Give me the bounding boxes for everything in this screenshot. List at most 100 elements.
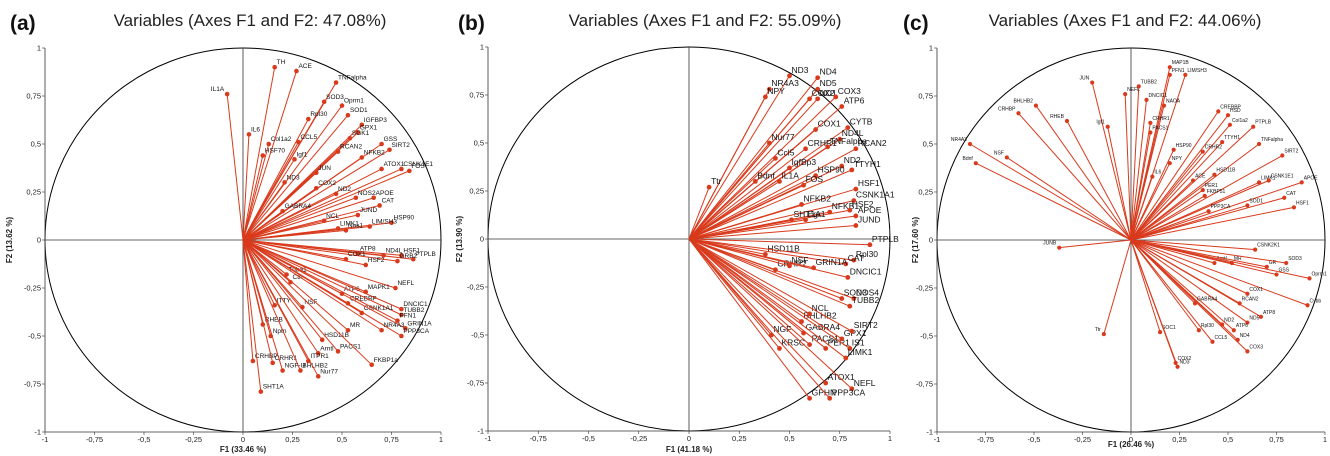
- y-tick-label: -0,5: [28, 332, 41, 341]
- loading-point: [833, 94, 839, 100]
- loading-vector: [1130, 210, 1209, 241]
- variable-label: NFKB2: [364, 149, 385, 156]
- loading-vector: [1130, 197, 1285, 241]
- variable-label: Arntl: [320, 345, 334, 352]
- loading-vector: [242, 239, 274, 363]
- loading-point: [1148, 130, 1153, 135]
- panel-label: (c): [903, 12, 929, 35]
- variable-label: FKBP51: [1207, 189, 1226, 195]
- loading-point: [270, 360, 276, 366]
- loading-vector: [242, 239, 406, 329]
- loading-vector: [1130, 239, 1196, 304]
- loading-vector: [688, 238, 853, 332]
- loading-point: [1175, 364, 1180, 369]
- loading-vector: [688, 77, 819, 240]
- chart-title: Variables (Axes F1 and F2: 47.08%): [114, 11, 387, 30]
- variable-label: IGFBP3: [364, 117, 388, 124]
- loading-vector: [1130, 180, 1269, 241]
- loading-vector: [1130, 174, 1215, 241]
- x-tick-label: -0,75: [530, 434, 547, 443]
- variable-label: NPY: [767, 86, 785, 96]
- x-tick-label: 0,25: [732, 434, 747, 443]
- y-axis-label: F2 (13.62 %): [5, 217, 14, 264]
- variable-label: BHLHB2: [804, 311, 837, 321]
- loading-vector: [1130, 151, 1204, 241]
- loading-point: [847, 346, 853, 351]
- x-tick-label: 0: [241, 435, 245, 444]
- variable-label: ND4L: [842, 128, 864, 138]
- loading-vector: [975, 162, 1132, 241]
- loading-point: [815, 96, 821, 102]
- loading-point: [849, 167, 855, 173]
- loading-vector: [242, 170, 410, 241]
- loading-point: [823, 346, 829, 351]
- loading-vector: [688, 157, 776, 240]
- variable-label: HSD11B: [324, 332, 349, 339]
- loading-vector: [242, 239, 323, 341]
- loading-vector: [242, 239, 402, 337]
- x-tick-label: 0,5: [337, 435, 347, 444]
- variable-label: HSF1: [1296, 200, 1309, 206]
- loading-vector: [1130, 86, 1140, 241]
- loading-vector: [1130, 239, 1161, 333]
- variable-label: DNCIC1: [850, 266, 882, 276]
- loading-vector: [242, 197, 374, 241]
- x-tick-label: -0,25: [1074, 435, 1091, 444]
- loading-vector: [242, 168, 402, 241]
- loading-point: [1258, 314, 1264, 319]
- loading-point: [1206, 209, 1211, 214]
- variable-label: FOS: [411, 163, 425, 170]
- loading-point: [1057, 245, 1062, 250]
- x-tick-label: 0,5: [784, 434, 794, 443]
- loading-vector: [1066, 120, 1132, 241]
- x-tick-label: -1: [934, 435, 941, 444]
- variable-label: ATOX1: [828, 372, 855, 382]
- loading-point: [853, 186, 859, 192]
- variable-label: ITTY: [277, 297, 292, 304]
- variable-label: NPY: [1172, 156, 1183, 162]
- variable-label: PER1: [1205, 183, 1218, 189]
- loading-point: [335, 226, 341, 231]
- loading-point: [333, 80, 339, 85]
- y-tick-label: 1: [480, 43, 484, 52]
- loading-point: [1004, 155, 1009, 160]
- variable-label: TTYH1: [1224, 135, 1240, 141]
- loading-vector: [242, 239, 382, 331]
- loading-vector: [688, 238, 842, 299]
- loading-point: [393, 285, 398, 291]
- loading-point: [1136, 84, 1141, 89]
- loading-point: [762, 251, 768, 257]
- loading-vector: [1130, 189, 1204, 241]
- loading-vector: [242, 149, 390, 241]
- y-axis-label: F2 (13.90 %): [455, 216, 464, 263]
- variable-label: IS1: [852, 337, 865, 347]
- variable-label: PACS1: [340, 343, 361, 350]
- variable-label: LIMK1: [1261, 175, 1276, 181]
- variable-label: Bdnf: [757, 170, 775, 180]
- loading-point: [1291, 205, 1297, 210]
- x-tick-label: 0,5: [1223, 435, 1233, 444]
- loading-point: [1167, 72, 1172, 77]
- variable-label: ND4L: [386, 247, 403, 254]
- loading-point: [1196, 328, 1201, 333]
- variable-label: ND4: [820, 67, 837, 77]
- loading-vector: [1130, 195, 1205, 241]
- chart-title: Variables (Axes F1 and F2: 44.06%): [989, 11, 1262, 30]
- loading-point: [407, 168, 412, 174]
- loading-vector: [1103, 239, 1132, 335]
- loading-vector: [1130, 141, 1223, 241]
- variable-label: HSF70: [265, 148, 286, 155]
- variable-label: NCL: [326, 213, 339, 220]
- variable-label: GRIN1A: [816, 257, 848, 267]
- variable-label: PACS1: [812, 334, 840, 344]
- loading-vector: [1130, 206, 1295, 241]
- variable-label: LIM/SH3: [1187, 68, 1207, 74]
- variable-label: ACE: [1195, 173, 1206, 179]
- loading-point: [260, 153, 266, 158]
- loading-point: [266, 141, 272, 147]
- variable-label: BHLHB2: [1013, 99, 1033, 105]
- loading-point: [379, 141, 384, 147]
- y-tick-label: 0,5: [31, 140, 41, 149]
- loading-point: [1212, 172, 1217, 177]
- variable-label: NR4A3: [771, 78, 799, 88]
